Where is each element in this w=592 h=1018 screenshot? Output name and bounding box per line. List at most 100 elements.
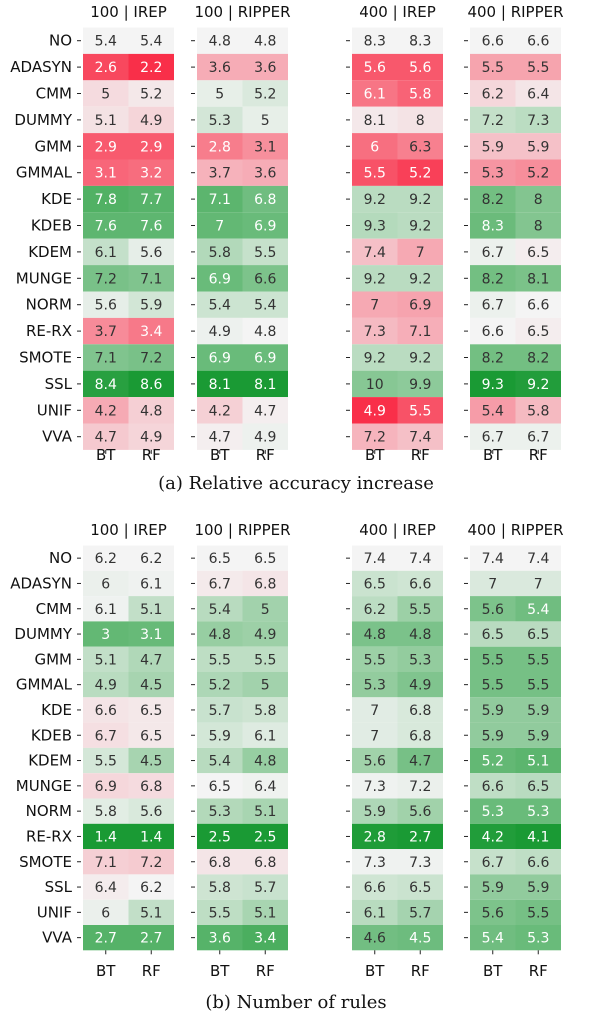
heatmap-cell (197, 423, 243, 450)
heatmap-cell (397, 133, 443, 160)
cell-value-label: 5.1 (95, 652, 117, 668)
cell-value-label: 2.8 (364, 829, 386, 845)
heatmap-cell (83, 185, 129, 213)
heatmap-cell (352, 899, 398, 925)
cell-value-label: 6.9 (209, 271, 231, 287)
heatmap-cell (83, 106, 129, 134)
cell-value-label: 4.7 (140, 652, 162, 668)
cell-value-label: 4.8 (209, 34, 231, 50)
heatmap-cell (242, 798, 288, 824)
cell-value-label: 5.9 (364, 804, 386, 820)
heatmap-cell (352, 849, 398, 875)
cell-value-label: 5.4 (527, 602, 549, 618)
cell-value-label: 5.2 (209, 678, 231, 694)
heatmap-cell (83, 423, 129, 450)
column-label: RF (529, 962, 548, 980)
heatmap-cell (128, 899, 174, 925)
heatmap-cell (397, 621, 443, 647)
cell-value-label: 3.6 (209, 60, 231, 76)
heatmap-cell (352, 697, 398, 723)
heatmap-cell (397, 265, 443, 292)
cell-value-label: 6.1 (364, 905, 386, 921)
heatmap-cell (515, 646, 561, 672)
cell-value-label: 6.7 (95, 728, 117, 744)
cell-value-label: 9.3 (364, 219, 386, 235)
cell-value-label: 9.2 (409, 219, 431, 235)
heatmap-cell (397, 370, 443, 398)
cell-value-label: 8.2 (482, 192, 504, 208)
heatmap-cell (83, 317, 129, 345)
cell-value-label: 6.8 (409, 728, 431, 744)
heatmap-cell (515, 747, 561, 774)
heatmap-cell (83, 53, 129, 81)
cell-value-label: 7.6 (140, 219, 162, 235)
cell-value-label: 8.1 (254, 377, 276, 393)
heatmap-cell (197, 265, 243, 292)
heatmap-cell (515, 773, 561, 799)
heatmap-cell (397, 874, 443, 900)
heatmap-cell (352, 423, 398, 450)
cell-value-label: 5.1 (140, 602, 162, 618)
cell-value-label: 5.1 (95, 113, 117, 129)
row-label: GMMAL (16, 164, 73, 182)
heatmap-cell (515, 344, 561, 371)
row-label: VVA (42, 929, 73, 947)
cell-value-label: 4.9 (209, 324, 231, 340)
heatmap-cell (515, 621, 561, 647)
cell-value-label: 6.7 (527, 430, 549, 446)
heatmap-cell (128, 185, 174, 213)
heatmap-cell (197, 925, 243, 951)
column-label: RF (411, 446, 430, 464)
cell-value-label: 3.1 (95, 166, 117, 182)
heatmap-cell (242, 80, 288, 107)
cell-value-label: 5.9 (482, 703, 504, 719)
cell-value-label: 7.1 (209, 192, 231, 208)
cell-value-label: 5.2 (482, 754, 504, 770)
cell-value-label: 4.7 (409, 754, 431, 770)
cell-value-label: 4.7 (95, 430, 117, 446)
cell-value-label: 5.6 (140, 245, 162, 261)
cell-value-label: 4.1 (527, 829, 549, 845)
cell-value-label: 6.5 (254, 551, 276, 567)
heatmap-cell (397, 823, 443, 850)
cell-value-label: 7.3 (527, 113, 549, 129)
cell-value-label: 5.6 (364, 60, 386, 76)
heatmap-cell (83, 621, 129, 647)
cell-value-label: 6.7 (482, 298, 504, 314)
heatmap-cell (83, 925, 129, 951)
cell-value-label: 6.8 (209, 855, 231, 871)
cell-value-label: 6.5 (527, 627, 549, 643)
heatmap-cell (197, 899, 243, 925)
heatmap-cell (352, 159, 398, 186)
heatmap-cell (197, 133, 243, 160)
caption-b: (b) Number of rules (205, 992, 387, 1013)
cell-value-label: 9.2 (364, 351, 386, 367)
cell-value-label: 7.4 (409, 551, 431, 567)
heatmap-cell (397, 106, 443, 134)
heatmap-cell (470, 747, 516, 774)
cell-value-label: 4.2 (482, 829, 504, 845)
cell-value-label: 3.2 (140, 166, 162, 182)
heatmap-cell (242, 747, 288, 774)
column-label: RF (142, 962, 161, 980)
cell-value-label: 5.9 (527, 703, 549, 719)
cell-value-label: 5.9 (482, 139, 504, 155)
heatmap-cell (397, 849, 443, 875)
heatmap-cell (515, 212, 561, 239)
heatmap-cell (470, 798, 516, 824)
heatmap-cell (83, 773, 129, 799)
heatmap-cell (197, 185, 243, 213)
heatmap-cell (242, 570, 288, 597)
heatmap-cell (352, 874, 398, 900)
cell-value-label: 6.6 (364, 880, 386, 896)
heatmap-cell (242, 370, 288, 398)
cell-value-label: 7.4 (527, 551, 549, 567)
cell-value-label: 5.6 (409, 804, 431, 820)
heatmap-cell (128, 697, 174, 723)
heatmap-cell (128, 397, 174, 424)
panel-title-0-1: 100 | RIPPER (194, 3, 290, 21)
heatmap-cell (470, 925, 516, 951)
heatmap-cell (128, 370, 174, 398)
heatmap-cell (397, 238, 443, 266)
